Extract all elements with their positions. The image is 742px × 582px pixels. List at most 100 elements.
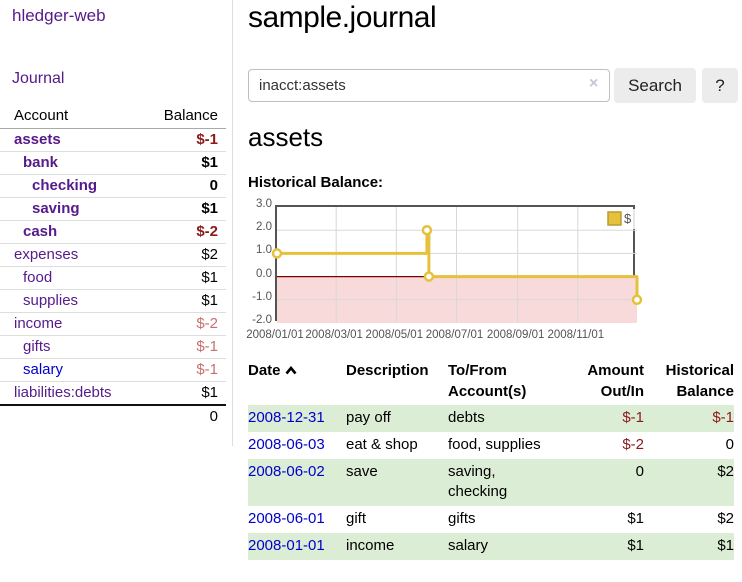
data-point-marker — [421, 224, 433, 236]
account-balance: $1 — [145, 289, 226, 313]
x-axis-tick-label: 2008/09/01 — [486, 329, 545, 341]
accounts-body: assets $-1 bank $1 checking 0 saving $1 cash $-2 e… — [0, 128, 226, 428]
account-link-supplies[interactable]: supplies — [23, 292, 79, 309]
register-header-description: Description — [346, 362, 429, 379]
x-axis-tick-label: 2008/03/01 — [305, 329, 363, 341]
account-heading: assets — [248, 122, 324, 152]
transaction-date-link[interactable]: 2008-06-02 — [248, 463, 325, 480]
account-row: saving $1 — [0, 197, 226, 221]
x-axis-tick-label: 2008/05/01 — [365, 329, 424, 341]
legend-label: $ — [624, 211, 632, 226]
register-header-row: Date Description To/From Account(s) Amou… — [248, 358, 734, 405]
transaction-description: gift — [346, 510, 367, 527]
account-row: assets $-1 — [0, 128, 226, 152]
account-balance: $1 — [145, 197, 226, 221]
account-row: food $1 — [0, 266, 226, 290]
accounts-header-account: Account — [14, 107, 69, 124]
x-axis-tick-label: 2008/01/01 — [246, 329, 304, 341]
data-point-marker — [631, 294, 643, 306]
account-link-checking[interactable]: checking — [32, 177, 98, 194]
register-header-amount: Amount Out/In — [587, 362, 644, 400]
data-point-marker — [423, 271, 435, 282]
account-balance: $1 — [145, 151, 226, 175]
transaction-description: pay off — [346, 409, 391, 426]
transaction-row: 2008-06-02 save saving, checking 0 $2 — [248, 459, 734, 506]
y-axis-tick-label: 3.0 — [256, 198, 272, 210]
clear-search-icon[interactable]: × — [589, 75, 599, 92]
search-input[interactable] — [248, 69, 610, 102]
transaction-accounts: debts — [448, 409, 485, 426]
transaction-date-link[interactable]: 2008-12-31 — [248, 409, 325, 426]
chart-plot-area: $ — [271, 205, 643, 323]
search-button[interactable]: Search — [614, 68, 696, 103]
transaction-description: eat & shop — [346, 436, 418, 453]
account-balance: $1 — [145, 266, 226, 290]
register-header-date[interactable]: Date — [248, 358, 346, 405]
transaction-balance: 0 — [725, 436, 734, 453]
account-balance: $-1 — [145, 335, 226, 359]
y-axis-tick-label: 2.0 — [256, 221, 272, 234]
account-link-cash[interactable]: cash — [23, 223, 58, 240]
transaction-row: 2008-12-31 pay off debts $-1 $-1 — [248, 405, 734, 432]
accounts-total-balance: 0 — [145, 404, 226, 428]
sidebar-item-journal[interactable]: Journal — [12, 70, 65, 87]
sort-asc-icon — [285, 360, 297, 381]
account-row: liabilities:debts $1 — [0, 381, 226, 405]
transaction-date-link[interactable]: 2008-06-03 — [248, 436, 325, 453]
help-button[interactable]: ? — [702, 68, 738, 103]
transaction-date-link[interactable]: 2008-06-01 — [248, 510, 325, 527]
accounts-header-balance: Balance — [163, 107, 218, 124]
transaction-balance: $2 — [717, 463, 734, 480]
register-header-balance: Historical Balance — [665, 362, 734, 400]
transaction-balance: $-1 — [712, 409, 734, 426]
transaction-balance: $1 — [717, 537, 734, 554]
y-axis-tick-label: -2.0 — [252, 314, 272, 326]
transaction-accounts: saving, checking — [448, 463, 508, 500]
transaction-accounts: food, supplies — [448, 436, 541, 453]
account-link-expenses[interactable]: expenses — [14, 246, 79, 263]
y-axis-tick-label: -1.0 — [252, 290, 272, 303]
transaction-accounts: salary — [448, 537, 489, 554]
account-link-gifts[interactable]: gifts — [23, 338, 51, 355]
page-title: sample.journal — [248, 1, 437, 34]
transaction-amount: $-2 — [622, 436, 644, 453]
transaction-amount: $1 — [627, 537, 644, 554]
register-body: 2008-12-31 pay off debts $-1 $-1 2008-06-03 ea… — [248, 405, 734, 560]
account-row: checking 0 — [0, 174, 226, 198]
y-axis-tick-label: 0.0 — [256, 267, 272, 280]
transaction-amount: 0 — [635, 463, 644, 480]
account-link-salary[interactable]: salary — [23, 361, 64, 378]
account-balance: $1 — [145, 381, 226, 405]
transaction-balance: $2 — [717, 510, 734, 527]
account-link-food[interactable]: food — [23, 269, 53, 286]
account-balance: $-1 — [145, 358, 226, 382]
legend-swatch — [607, 211, 622, 226]
historical-balance-chart: $ 3.0 2.0 1.0 0.0 -1.0 -2.0 2008/01/01 2008/03/… — [246, 198, 708, 348]
x-axis-tick-label: 2008/07/01 — [425, 329, 484, 341]
accounts-total-row: 0 — [0, 404, 226, 428]
data-point-marker — [271, 248, 283, 259]
account-row: salary $-1 — [0, 358, 226, 382]
y-axis-tick-label: 1.0 — [256, 244, 272, 257]
brand-link[interactable]: hledger-web — [12, 6, 106, 25]
register-table: Date Description To/From Account(s) Amou… — [248, 358, 734, 560]
accounts-table: Account Balance assets $-1 bank $1 checking 0… — [0, 104, 226, 428]
transaction-date-link[interactable]: 2008-01-01 — [248, 537, 325, 554]
account-row: income $-2 — [0, 312, 226, 336]
account-row: expenses $2 — [0, 243, 226, 267]
account-link-bank[interactable]: bank — [23, 154, 59, 171]
accounts-header-row: Account Balance — [0, 104, 226, 129]
chart-title: Historical Balance: — [248, 174, 384, 191]
transaction-row: 2008-06-01 gift gifts $1 $2 — [248, 506, 734, 533]
account-balance: $-2 — [145, 312, 226, 336]
account-link-liabilities-debts[interactable]: liabilities:debts — [14, 384, 112, 401]
account-link-income[interactable]: income — [14, 315, 63, 332]
account-link-saving[interactable]: saving — [32, 200, 80, 217]
account-link-assets[interactable]: assets — [14, 131, 61, 148]
account-balance: $2 — [145, 243, 226, 267]
transaction-amount: $1 — [627, 510, 644, 527]
transaction-amount: $-1 — [622, 409, 644, 426]
chart-plot-svg: $ — [271, 207, 643, 323]
account-balance: $-1 — [145, 128, 226, 152]
